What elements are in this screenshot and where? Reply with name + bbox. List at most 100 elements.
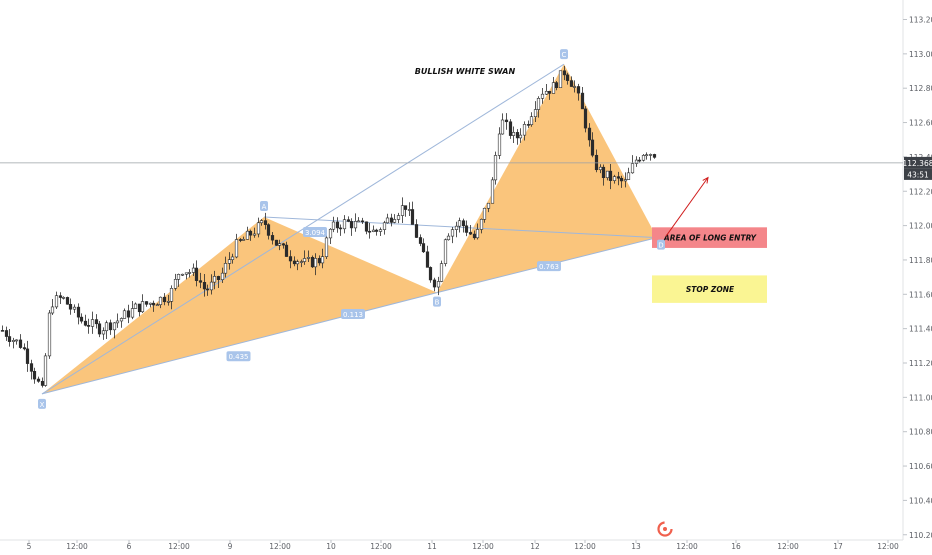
candle-body <box>349 221 354 229</box>
candle-body <box>284 244 289 257</box>
candle-body <box>436 281 441 288</box>
candle-body <box>148 302 153 305</box>
candle-body <box>479 219 484 230</box>
zones: AREA OF LONG ENTRY STOP ZONE <box>652 176 767 303</box>
candle-body <box>234 239 239 258</box>
countdown-label: 43:51 <box>907 170 929 179</box>
candle-body <box>576 86 581 94</box>
time-tick-label: 10 <box>326 542 336 550</box>
candle-body <box>360 220 365 223</box>
candle-body <box>547 90 552 94</box>
candle-body <box>212 276 217 283</box>
ratio-badge <box>537 261 561 272</box>
time-tick-label: 6 <box>127 542 132 550</box>
ratio-label: 0.435 <box>228 353 248 361</box>
candle-body <box>641 155 646 161</box>
candle-body <box>551 82 556 94</box>
price-tick-label: 112.000 <box>909 222 932 231</box>
candle-body <box>382 222 387 230</box>
candle-body <box>191 267 196 273</box>
candle-body <box>209 281 214 291</box>
time-tick-label: 9 <box>228 542 233 550</box>
candle-body <box>346 219 351 222</box>
candle-body <box>497 133 502 156</box>
candle-body <box>198 280 203 283</box>
candle-body <box>518 134 523 139</box>
candle-body <box>299 261 304 263</box>
candle-body <box>482 207 487 220</box>
candle-body <box>374 229 379 232</box>
candle-body <box>544 90 549 95</box>
time-tick-label: 12:00 <box>877 542 899 550</box>
candle-body <box>248 230 253 236</box>
candle-body <box>94 319 99 325</box>
pattern-title: BULLISH WHITE SWAN <box>415 67 516 76</box>
candle-body <box>461 220 466 227</box>
candle-body <box>86 324 91 327</box>
candle-body <box>364 221 369 232</box>
price-tick-label: 112.800 <box>909 84 932 93</box>
candle-body <box>50 306 55 314</box>
pattern-triangle-bcd <box>437 64 657 293</box>
candle-body <box>54 295 59 308</box>
candle-body <box>317 258 322 264</box>
candle-body <box>623 179 628 182</box>
candle-body <box>266 224 271 236</box>
candle-body <box>414 224 419 238</box>
candle-body <box>554 82 559 88</box>
price-tick-label: 111.400 <box>909 325 932 334</box>
candle-body <box>256 222 261 235</box>
point-label-a: A <box>262 203 267 211</box>
candle-body <box>522 124 527 136</box>
time-tick-label: 12:00 <box>269 542 291 550</box>
long-entry-zone-label: AREA OF LONG ENTRY <box>663 234 758 243</box>
price-tick-label: 110.800 <box>909 428 932 437</box>
candle-body <box>432 279 437 288</box>
price-tick-label: 111.600 <box>909 290 932 299</box>
candle-body <box>486 202 491 209</box>
candle-body <box>446 235 451 241</box>
candle-body <box>288 256 293 262</box>
candle-body <box>40 380 45 386</box>
ratio-line-xb <box>41 292 438 395</box>
ratio-line-ad <box>263 216 658 239</box>
candle-body <box>536 98 541 110</box>
candle-body <box>4 330 9 337</box>
ratio-label: 0.763 <box>539 263 559 271</box>
candle-body <box>108 322 113 331</box>
candle-body <box>320 256 325 264</box>
point-label-b: B <box>435 299 440 307</box>
candle-body <box>371 229 376 232</box>
candle-body <box>601 166 606 179</box>
price-axis: 113.200113.000112.800112.600112.400112.2… <box>903 16 932 540</box>
time-tick-label: 12:00 <box>168 542 190 550</box>
time-tick-label: 5 <box>27 542 32 550</box>
candle-body <box>619 177 624 182</box>
candle-body <box>580 92 585 110</box>
candle-body <box>540 93 545 99</box>
candle-body <box>274 239 279 246</box>
candle-body <box>526 124 531 126</box>
stop-zone <box>652 275 767 303</box>
candle-body <box>392 219 397 223</box>
candle-body <box>504 119 509 123</box>
time-tick-label: 12:00 <box>574 542 596 550</box>
candle-body <box>418 237 423 244</box>
point-marker-d <box>657 239 665 250</box>
price-tick-label: 113.000 <box>909 50 932 59</box>
candle-body <box>328 228 333 239</box>
candle-body <box>130 308 135 318</box>
candle-body <box>252 233 257 236</box>
current-price-line: 112.368 43:51 <box>0 156 932 180</box>
candle-body <box>583 108 588 129</box>
candle-body <box>25 348 30 364</box>
price-tick-label: 112.600 <box>909 119 932 128</box>
point-label-x: X <box>40 401 45 409</box>
time-tick-label: 12:00 <box>370 542 392 550</box>
candle-body <box>90 319 95 327</box>
candle-body <box>569 80 574 87</box>
candle-body <box>475 229 480 239</box>
candle-body <box>18 339 23 348</box>
